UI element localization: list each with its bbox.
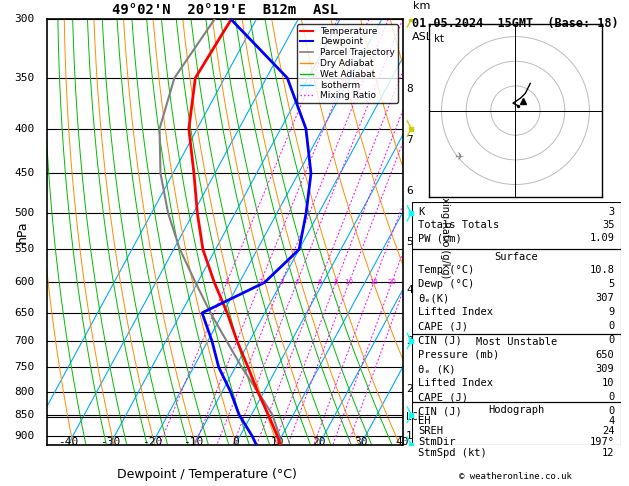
Text: kt: kt [434,34,446,44]
Text: 650: 650 [14,308,35,318]
Text: 10.8: 10.8 [589,265,615,275]
Text: CAPE (J): CAPE (J) [418,321,468,331]
Text: CIN (J): CIN (J) [418,406,462,417]
Text: Most Unstable: Most Unstable [476,336,557,347]
Text: Temp (°C): Temp (°C) [418,265,474,275]
Text: StmDir: StmDir [418,437,456,448]
Text: 0: 0 [232,437,238,447]
Text: LCL: LCL [406,412,424,422]
Text: 350: 350 [14,73,35,83]
Text: 9: 9 [608,307,615,317]
Text: 4: 4 [294,279,299,285]
Text: 1.09: 1.09 [589,233,615,243]
Text: 5: 5 [406,238,413,247]
Text: 1: 1 [406,431,413,440]
Text: Hodograph: Hodograph [488,404,545,415]
Text: 450: 450 [14,168,35,178]
Text: 850: 850 [14,410,35,419]
Text: 650: 650 [596,350,615,360]
Text: 49°02'N  20°19'E  B12m  ASL: 49°02'N 20°19'E B12m ASL [112,3,338,17]
Text: 400: 400 [14,123,35,134]
Text: 3: 3 [406,336,413,346]
Text: SREH: SREH [418,427,443,436]
Text: 1: 1 [225,279,229,285]
Text: 2: 2 [259,279,263,285]
Text: ✈: ✈ [454,152,463,162]
Text: Totals Totals: Totals Totals [418,220,499,230]
Text: 6: 6 [317,279,321,285]
Text: 2: 2 [406,384,413,394]
Text: 900: 900 [14,432,35,441]
Text: 40: 40 [396,437,409,447]
Text: 35: 35 [602,220,615,230]
Text: 309: 309 [596,364,615,374]
Text: CIN (J): CIN (J) [418,335,462,346]
Text: PW (cm): PW (cm) [418,233,462,243]
Text: K: K [418,207,425,217]
Text: 15: 15 [369,279,378,285]
Text: 700: 700 [14,336,35,346]
Text: -30: -30 [100,437,120,447]
Text: 20: 20 [312,437,326,447]
Text: 10: 10 [602,378,615,388]
Text: 12: 12 [602,448,615,458]
Text: 750: 750 [14,362,35,372]
Text: -40: -40 [58,437,78,447]
Text: 0: 0 [608,406,615,417]
Text: 30: 30 [354,437,367,447]
Text: 24: 24 [602,427,615,436]
Text: © weatheronline.co.uk: © weatheronline.co.uk [459,472,572,481]
Text: -10: -10 [184,437,204,447]
Text: hPa: hPa [16,221,29,243]
Text: θₑ(K): θₑ(K) [418,293,450,303]
Text: 01.05.2024  15GMT  (Base: 18): 01.05.2024 15GMT (Base: 18) [413,17,619,30]
Text: 0: 0 [608,321,615,331]
Text: ASL: ASL [411,32,433,42]
Text: 600: 600 [14,278,35,288]
Text: Dewp (°C): Dewp (°C) [418,279,474,289]
Text: 0: 0 [608,392,615,402]
Text: Dewpoint / Temperature (°C): Dewpoint / Temperature (°C) [117,468,297,481]
Text: CAPE (J): CAPE (J) [418,392,468,402]
Text: 8: 8 [406,84,413,94]
Text: Surface: Surface [494,252,538,261]
Text: 10: 10 [270,437,284,447]
Text: 307: 307 [596,293,615,303]
Text: 300: 300 [14,15,35,24]
Text: 6: 6 [406,187,413,196]
Text: 7: 7 [406,135,413,145]
Text: 800: 800 [14,387,35,397]
Text: 0: 0 [608,335,615,346]
Text: km: km [413,1,431,11]
Text: 197°: 197° [589,437,615,448]
Text: Pressure (mb): Pressure (mb) [418,350,499,360]
Text: 20: 20 [387,279,396,285]
Legend: Temperature, Dewpoint, Parcel Trajectory, Dry Adiabat, Wet Adiabat, Isotherm, Mi: Temperature, Dewpoint, Parcel Trajectory… [297,24,398,103]
Text: Mixing Ratio (g/kg): Mixing Ratio (g/kg) [440,186,450,278]
Text: θₑ (K): θₑ (K) [418,364,456,374]
Text: 3: 3 [608,207,615,217]
Text: Lifted Index: Lifted Index [418,307,493,317]
Text: 5: 5 [608,279,615,289]
Text: 10: 10 [345,279,353,285]
Text: -20: -20 [142,437,162,447]
Text: 500: 500 [14,208,35,218]
Text: 4: 4 [608,416,615,426]
Text: 4: 4 [406,285,413,295]
Text: StmSpd (kt): StmSpd (kt) [418,448,487,458]
Text: 8: 8 [333,279,338,285]
Text: EH: EH [418,416,431,426]
Text: Lifted Index: Lifted Index [418,378,493,388]
Text: 550: 550 [14,244,35,255]
Text: 3: 3 [279,279,284,285]
